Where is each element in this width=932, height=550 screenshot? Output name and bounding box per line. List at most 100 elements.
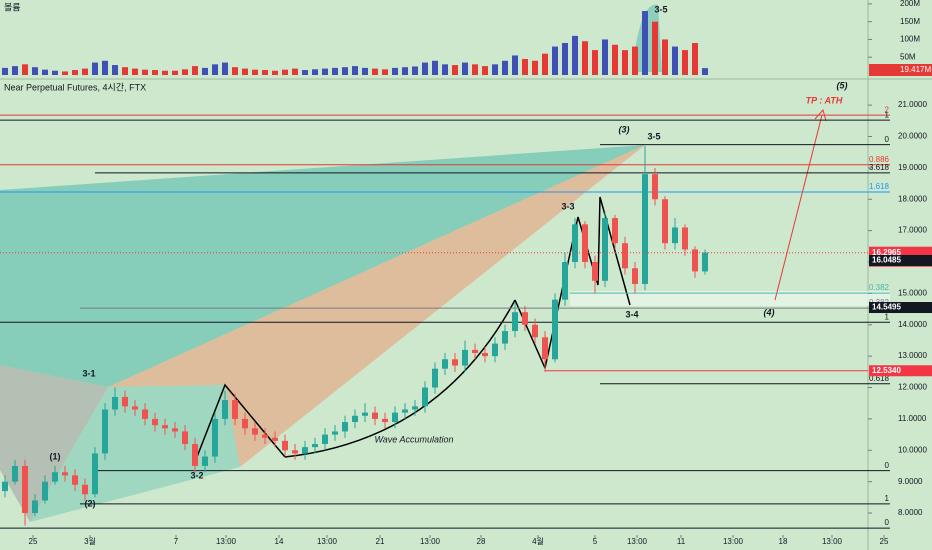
y-tick-label: 13.0000 xyxy=(898,351,927,360)
x-tick-label: 25 xyxy=(29,537,38,546)
x-tick-label: 7 xyxy=(174,537,179,546)
candle-body xyxy=(132,406,138,410)
candle-body xyxy=(392,412,398,423)
y-tick-label: 18.0000 xyxy=(898,194,927,203)
volume-bar xyxy=(342,67,348,75)
candle-body xyxy=(292,450,298,454)
volume-bar xyxy=(402,67,408,75)
level-label: 1.618 xyxy=(869,182,890,191)
candle-body xyxy=(582,224,588,262)
volume-tick-label: 200M xyxy=(900,0,920,8)
volume-bar xyxy=(582,41,588,75)
level-label: 1 xyxy=(885,110,890,119)
annotation: (2) xyxy=(85,498,96,508)
volume-bar xyxy=(62,71,68,75)
volume-bar xyxy=(242,68,248,75)
annotation: Wave Accumulation xyxy=(374,434,453,444)
level-label: 0.382 xyxy=(869,283,890,292)
volume-bar xyxy=(42,69,48,75)
volume-bar xyxy=(82,68,88,75)
y-tick-label: 19.0000 xyxy=(898,163,927,172)
candle-body xyxy=(502,331,508,344)
candle-body xyxy=(652,174,658,200)
volume-bar xyxy=(12,66,18,75)
candle-body xyxy=(222,400,228,419)
candle-body xyxy=(52,472,58,482)
candle-body xyxy=(82,484,88,495)
volume-bar xyxy=(152,70,158,75)
x-tick-label: 3월 xyxy=(84,536,96,546)
candle-body xyxy=(682,227,688,250)
volume-bar xyxy=(702,68,708,75)
volume-bar xyxy=(432,60,438,75)
candle-body xyxy=(462,349,468,366)
volume-bar xyxy=(142,69,148,75)
candle-body xyxy=(622,243,628,269)
volume-bar xyxy=(162,70,168,75)
volume-bar xyxy=(122,67,128,75)
candle-body xyxy=(692,249,698,272)
volume-bar xyxy=(452,65,458,75)
candle-body xyxy=(232,400,238,419)
candle-body xyxy=(312,444,318,448)
annotation: (4) xyxy=(764,307,775,317)
volume-bar xyxy=(232,67,238,75)
candle-body xyxy=(182,431,188,444)
annotation: 3-1 xyxy=(82,368,95,378)
x-tick-label: 13:00 xyxy=(627,537,648,546)
volume-label-box xyxy=(869,64,932,76)
x-tick-label: 13:00 xyxy=(723,537,744,546)
volume-bar xyxy=(292,68,298,75)
level-label: 1 xyxy=(885,312,890,321)
annotation: 3-5 xyxy=(647,131,660,141)
volume-bar xyxy=(472,64,478,75)
volume-bar xyxy=(392,67,398,75)
candle-body xyxy=(42,481,48,501)
annotation: (5) xyxy=(837,80,848,90)
volume-bar xyxy=(672,46,678,75)
candle-body xyxy=(62,472,68,476)
level-label: 3.618 xyxy=(869,163,890,172)
y-tick-label: 12.0000 xyxy=(898,383,927,392)
candle-body xyxy=(152,418,158,426)
volume-bar xyxy=(52,70,58,75)
level-label: 2 xyxy=(885,105,890,114)
volume-bar xyxy=(302,70,308,75)
candle-body xyxy=(432,368,438,388)
candle-body xyxy=(142,409,148,419)
volume-bar xyxy=(602,39,608,75)
volume-bar xyxy=(412,66,418,75)
candle-body xyxy=(602,218,608,281)
price-label: 16.0485 xyxy=(872,256,901,265)
candle-body xyxy=(412,406,418,410)
candle-body xyxy=(572,224,578,262)
volume-bar xyxy=(312,69,318,75)
volume-bar xyxy=(352,66,358,75)
candle-body xyxy=(242,418,248,429)
candle-body xyxy=(342,422,348,432)
annotation: 3-3 xyxy=(561,201,574,211)
volume-bar xyxy=(652,21,658,75)
candle-body xyxy=(2,481,8,492)
volume-bar xyxy=(642,11,648,75)
x-tick-label: 13:00 xyxy=(317,537,338,546)
candle-body xyxy=(492,343,498,357)
candle-body xyxy=(402,409,408,413)
level-label: 1 xyxy=(885,494,890,503)
volume-title: 볼륨 xyxy=(4,2,21,12)
volume-bar xyxy=(102,60,108,75)
volume-bar xyxy=(632,46,638,75)
volume-bar xyxy=(172,70,178,75)
candle-body xyxy=(532,324,538,338)
candle-body xyxy=(472,349,478,353)
x-tick-label: 18 xyxy=(779,537,788,546)
candle-body xyxy=(172,428,178,432)
accumulation-curve xyxy=(284,299,516,458)
candle-body xyxy=(92,453,98,495)
volume-bar xyxy=(332,67,338,75)
candle-body xyxy=(262,434,268,438)
volume-bar xyxy=(532,60,538,75)
volume-bar xyxy=(572,35,578,75)
volume-bar xyxy=(522,59,528,75)
x-tick-label: 14 xyxy=(275,537,284,546)
